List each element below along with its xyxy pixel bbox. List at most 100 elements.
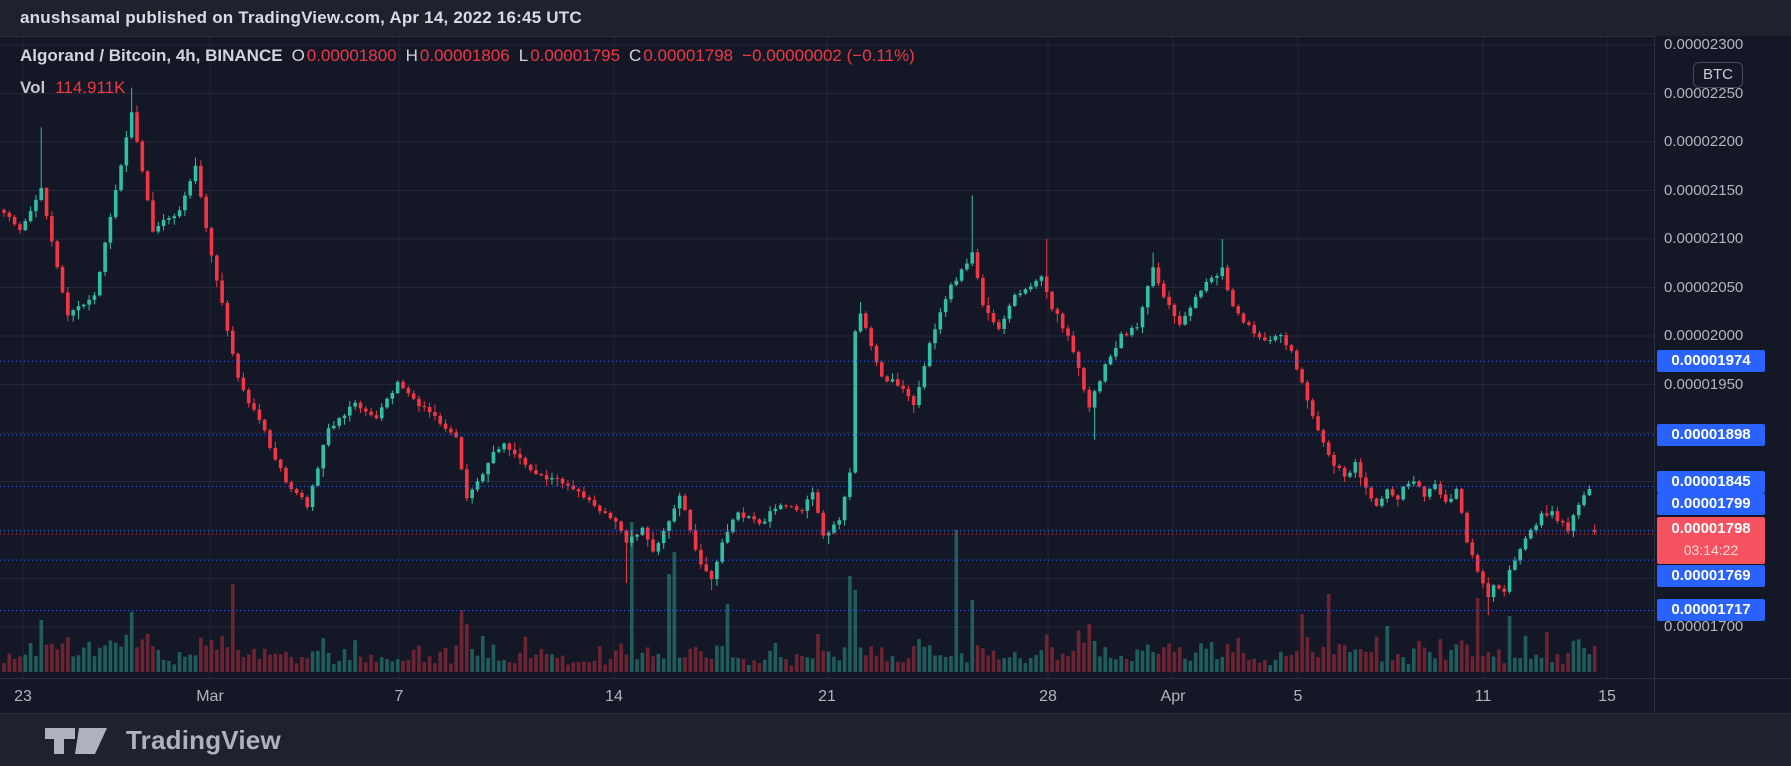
candle-body [1130, 327, 1134, 336]
volume-bar [1188, 660, 1193, 672]
candle-body [167, 218, 171, 220]
candle-body [922, 366, 927, 388]
candle-body [1353, 462, 1358, 473]
tradingview-logo-link[interactable]: TradingView [45, 725, 281, 756]
currency-badge[interactable]: BTC [1693, 62, 1743, 88]
tradingview-logo-icon [45, 727, 107, 754]
volume-bar [1225, 644, 1230, 672]
alert-price-tag[interactable]: 0.00001845 [1657, 471, 1765, 493]
volume-bar [800, 655, 804, 672]
volume-bar [640, 652, 645, 672]
candle-body [475, 481, 480, 490]
candle-body [406, 388, 411, 394]
candle-body [864, 313, 868, 329]
candle-body [1433, 484, 1437, 489]
candle-body [1305, 382, 1310, 401]
candle-body [1066, 328, 1070, 336]
candle-body [544, 475, 549, 480]
volume-bar [273, 653, 278, 672]
volume-bar [768, 650, 772, 672]
volume-bar [1374, 636, 1379, 672]
candle-body [326, 428, 331, 446]
candle-body [688, 509, 693, 531]
volume-bar [592, 660, 597, 672]
volume-bar [161, 659, 166, 672]
volume-bar [1502, 663, 1507, 672]
candle-body [1566, 522, 1570, 532]
chart-pane[interactable]: Algorand / Bitcoin, 4h, BINANCE O 0.00001… [0, 36, 1654, 678]
volume-bar [1257, 662, 1262, 672]
candle-body [199, 165, 203, 197]
candle-body [310, 485, 315, 508]
volume-bar [124, 634, 129, 672]
volume-bar [550, 654, 554, 672]
candle-body [1587, 489, 1592, 496]
candle-body [1156, 267, 1161, 284]
time-scale[interactable]: 23 Mar 7 14 21 28 Apr 5 11 15 [0, 678, 1654, 714]
candle-body [1209, 277, 1214, 282]
candle-body [1114, 347, 1118, 357]
candle-body [113, 190, 118, 217]
volume-bar [1161, 647, 1166, 672]
volume-bar [23, 654, 28, 672]
volume-bar [390, 661, 395, 672]
price-scale[interactable]: BTC 0.00002300 0.00002250 0.00002200 0.0000… [1654, 36, 1791, 713]
volume-bar [821, 650, 826, 672]
volume-bar [1103, 647, 1108, 672]
volume-bar [603, 664, 607, 672]
price-axis-label: 0.00002200 [1664, 133, 1744, 150]
volume-bar [1486, 652, 1491, 672]
candle-body [491, 451, 496, 464]
volume-bar [1119, 655, 1123, 672]
volume-bar [326, 652, 331, 672]
candle-body [1470, 542, 1475, 556]
candle-body [1044, 276, 1049, 292]
alert-price-tag[interactable]: 0.00001717 [1657, 599, 1765, 621]
volume-bar [34, 656, 38, 672]
volume-bar [1050, 647, 1054, 672]
candle-body [55, 241, 59, 268]
volume-bar [544, 653, 549, 672]
volume-bar [1135, 649, 1139, 672]
time-axis-label: 23 [14, 688, 32, 705]
candle-body [731, 519, 735, 532]
candle-body [220, 280, 224, 303]
volume-bar [736, 657, 740, 672]
volume-bar [257, 658, 262, 672]
candle-body [268, 430, 272, 448]
candle-body [683, 495, 687, 510]
candle-body [550, 477, 554, 480]
candle-body [555, 477, 560, 479]
volume-bar [816, 633, 820, 672]
candle-body [294, 489, 299, 493]
candle-body [459, 437, 464, 470]
alert-price-tag[interactable]: 0.00001898 [1657, 424, 1765, 446]
candle-body [1092, 391, 1097, 408]
volume-bar [693, 647, 698, 672]
volume-bar [44, 644, 49, 672]
volume-bar [672, 552, 677, 672]
candle-body [1082, 368, 1086, 390]
volume-bar [587, 662, 591, 672]
candle-body [1380, 498, 1384, 506]
volume-bar [1529, 658, 1533, 672]
volume-bar [82, 647, 86, 672]
time-axis-label: 7 [394, 688, 404, 705]
alert-price-tag[interactable]: 0.00001799 [1657, 493, 1765, 515]
volume-bar [906, 658, 911, 672]
candle-body [789, 506, 794, 508]
candle-body [1193, 296, 1198, 308]
candle-body [438, 415, 443, 424]
volume-bar [1092, 640, 1097, 672]
volume-bar [1534, 654, 1538, 672]
candle-body [204, 196, 208, 229]
volume-bar [310, 651, 315, 672]
volume-bar [459, 610, 464, 672]
candlestick-plot[interactable] [0, 36, 1654, 678]
alert-price-tag[interactable]: 0.00001769 [1657, 565, 1765, 587]
candle-body [1592, 530, 1597, 532]
candle-body [587, 497, 591, 500]
alert-price-tag[interactable]: 0.00001974 [1657, 350, 1765, 372]
volume-bar [183, 656, 187, 672]
candle-body [140, 141, 145, 172]
